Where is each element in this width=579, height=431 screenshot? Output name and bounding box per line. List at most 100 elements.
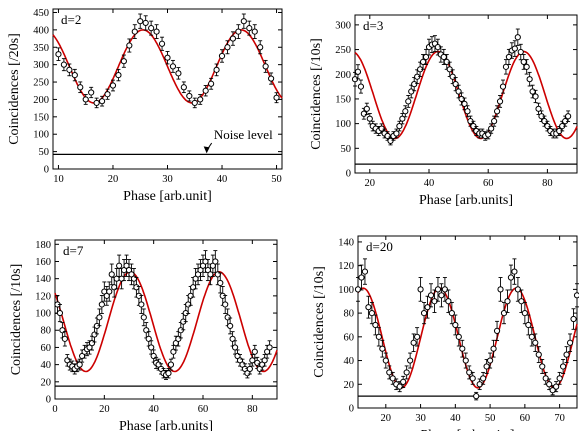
data-marker — [504, 298, 511, 305]
data-point — [387, 136, 394, 146]
data-points — [54, 250, 273, 380]
data-point — [363, 102, 370, 115]
data-point — [222, 294, 229, 314]
data-marker — [150, 352, 157, 360]
panel-label: d=2 — [61, 12, 81, 27]
data-point — [59, 322, 66, 339]
data-marker — [106, 288, 113, 295]
y-tick-label: 50 — [39, 147, 50, 158]
data-point — [455, 327, 462, 347]
data-point — [542, 371, 549, 385]
x-tick-label: 40 — [217, 174, 228, 185]
data-marker — [491, 118, 498, 125]
data-marker — [142, 19, 149, 27]
data-marker — [227, 322, 234, 330]
data-point — [389, 371, 396, 385]
data-point — [135, 285, 142, 306]
data-marker — [109, 82, 117, 89]
data-point — [143, 322, 150, 339]
data-point — [251, 344, 258, 359]
data-marker — [76, 361, 83, 368]
x-axis-label: Phase [arb.units] — [119, 419, 213, 431]
data-marker — [185, 301, 192, 308]
data-marker — [464, 108, 471, 115]
data-point — [464, 105, 471, 118]
data-point — [523, 59, 530, 75]
data-point — [109, 79, 117, 92]
y-tick-label: 100 — [33, 130, 49, 141]
data-marker — [549, 387, 556, 394]
data-point — [60, 58, 68, 72]
data-point — [142, 15, 149, 31]
data-marker — [140, 314, 147, 321]
data-marker — [469, 375, 476, 382]
x-tick-label: 80 — [542, 178, 553, 189]
data-point — [517, 43, 524, 61]
data-point — [197, 259, 204, 282]
data-marker — [375, 333, 382, 340]
data-point — [452, 77, 459, 92]
data-marker — [212, 258, 219, 265]
data-point — [427, 283, 435, 308]
panel-d3: 20 40 60 80 0 50 100 150 200 250 300 Phase [arb.uni… — [309, 14, 578, 208]
data-marker — [400, 378, 407, 386]
data-point — [490, 339, 497, 358]
data-marker — [153, 28, 160, 35]
data-marker — [218, 52, 226, 60]
data-point — [493, 320, 501, 341]
data-point — [354, 277, 362, 302]
data-point — [204, 259, 212, 282]
data-point — [431, 289, 438, 313]
y-axis-label: Coincidences [/20s] — [7, 33, 22, 145]
data-point — [405, 95, 412, 108]
data-marker — [417, 286, 424, 293]
data-marker — [563, 351, 570, 358]
data-marker — [488, 125, 495, 132]
data-marker — [459, 345, 466, 352]
data-point — [466, 365, 473, 380]
y-tick-label: 0 — [349, 404, 354, 415]
data-marker — [267, 75, 275, 82]
data-marker — [402, 108, 409, 115]
data-point — [77, 81, 84, 94]
data-point — [257, 40, 264, 55]
data-marker — [71, 71, 78, 79]
data-marker — [521, 310, 528, 317]
data-point — [145, 331, 152, 347]
data-point — [488, 123, 495, 134]
data-point — [535, 102, 542, 115]
data-marker — [187, 292, 194, 299]
data-point — [396, 120, 403, 132]
data-marker — [354, 286, 362, 293]
data-marker — [445, 298, 452, 305]
data-point — [88, 86, 95, 99]
data-marker — [88, 340, 96, 347]
data-point — [98, 294, 105, 314]
fit-curve — [52, 29, 283, 104]
y-tick-label: 40 — [344, 356, 355, 367]
data-marker — [473, 393, 480, 400]
data-point — [56, 304, 64, 323]
data-point — [410, 333, 417, 353]
data-point — [191, 97, 198, 109]
data-marker — [98, 301, 105, 308]
data-point — [452, 314, 459, 336]
data-point — [368, 302, 376, 325]
data-marker — [427, 292, 435, 299]
data-point — [212, 250, 219, 273]
data-point — [197, 94, 204, 105]
data-marker — [378, 125, 385, 132]
data-point — [126, 38, 133, 53]
data-marker — [61, 335, 68, 342]
data-point — [563, 346, 570, 364]
data-point — [217, 272, 224, 294]
x-tick-label: 60 — [198, 404, 209, 415]
data-point — [361, 258, 369, 285]
data-point — [125, 259, 133, 282]
data-point — [249, 354, 256, 367]
data-point — [131, 24, 138, 39]
y-tick-label: 40 — [41, 360, 52, 371]
data-point — [262, 59, 269, 73]
y-axis-label: Coincidences [/10s] — [312, 266, 327, 378]
data-marker — [499, 83, 507, 90]
